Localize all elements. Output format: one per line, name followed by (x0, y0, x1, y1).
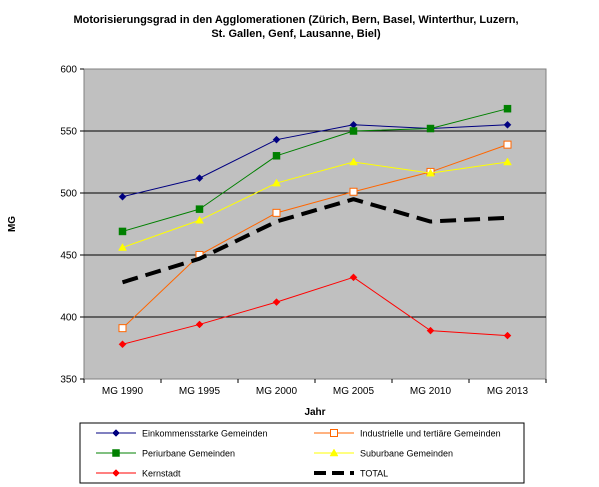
x-tick-label: MG 2000 (256, 386, 298, 397)
series-lines (118, 104, 512, 349)
legend-marker (330, 429, 338, 437)
data-point (195, 320, 204, 329)
data-point (349, 187, 358, 196)
data-point (503, 157, 512, 166)
data-point (195, 215, 204, 224)
legend-marker (112, 429, 120, 437)
y-tick-label: 500 (60, 189, 77, 200)
legend-label: Suburbane Gemeinden (360, 449, 453, 459)
series-line-3 (122, 161, 508, 249)
data-point (272, 135, 281, 144)
series-line-4 (122, 276, 508, 345)
data-point (272, 152, 281, 160)
legend: Einkommensstarke Gemeinden Industrielle u… (96, 429, 501, 479)
data-point (503, 104, 512, 113)
data-point (426, 168, 435, 177)
data-point (195, 205, 204, 213)
series-line-5 (121, 197, 508, 285)
legend-marker (329, 448, 339, 457)
x-tick-label: MG 2013 (487, 386, 529, 397)
y-tick-label: 400 (60, 313, 77, 324)
legend-marker (112, 469, 120, 477)
y-axis-title: MG (7, 216, 18, 232)
x-tick-label: MG 1995 (179, 386, 221, 397)
plot-area (83, 68, 547, 380)
series-line-1 (122, 144, 508, 329)
data-point (195, 174, 204, 182)
gridlines (80, 68, 547, 383)
legend-marker (112, 449, 120, 457)
y-tick-label: 350 (60, 375, 77, 386)
legend-label: Industrielle und tertiäre Gemeinden (360, 429, 501, 439)
data-point (503, 120, 512, 129)
data-point (503, 331, 512, 340)
data-point (349, 157, 358, 166)
legend-label: Einkommensstarke Gemeinden (142, 429, 268, 439)
x-tick-labels: MG 1990 MG 1995 MG 2000 MG 2005 MG 2010 MG 20… (102, 386, 529, 397)
x-tick-label: MG 2005 (333, 386, 375, 397)
x-tick-label: MG 2010 (410, 386, 452, 397)
series-line-2 (122, 108, 508, 232)
legend-label: Periurbane Gemeinden (142, 449, 235, 459)
data-point (118, 340, 127, 349)
data-point (118, 227, 127, 236)
y-tick-label: 450 (60, 251, 77, 262)
data-point (349, 273, 358, 282)
data-point (503, 140, 512, 149)
data-point (426, 326, 435, 335)
legend-box (79, 422, 525, 484)
y-tick-labels: 350 400 450 500 550 600 (60, 65, 77, 386)
data-point (118, 243, 127, 251)
legend-label: Kernstadt (142, 469, 181, 479)
y-tick-label: 550 (60, 127, 77, 138)
legend-label: TOTAL (360, 469, 388, 479)
y-tick-label: 600 (60, 65, 77, 76)
data-point (272, 178, 281, 187)
data-point (426, 124, 435, 133)
data-point (272, 298, 281, 306)
data-point (272, 208, 281, 217)
chart-title-line-1: Motorisierungsgrad in den Agglomeratione… (73, 14, 518, 26)
series-line-0 (122, 124, 508, 198)
chart-title-line-2: St. Gallen, Genf, Lausanne, Biel) (211, 28, 381, 40)
x-axis-title: Jahr (304, 407, 325, 418)
data-point (118, 192, 127, 201)
data-point (118, 324, 127, 333)
x-tick-label: MG 1990 (102, 386, 144, 397)
data-point (349, 127, 358, 135)
